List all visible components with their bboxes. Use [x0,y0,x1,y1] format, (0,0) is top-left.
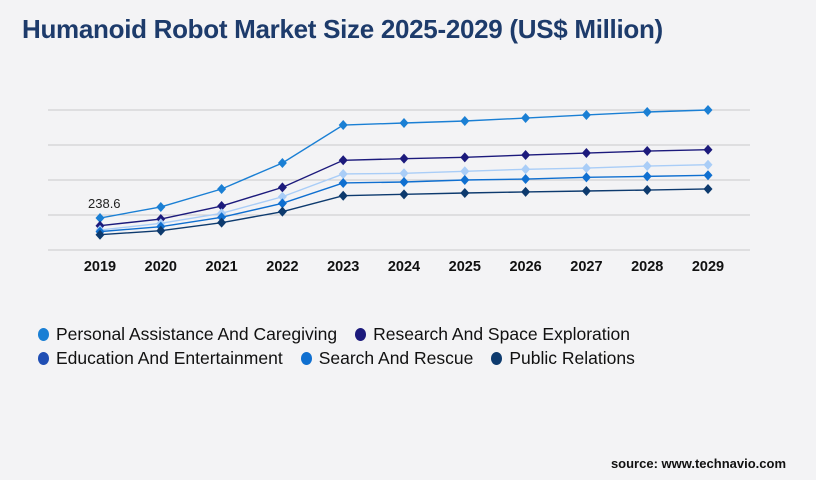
data-point [338,177,348,188]
data-point [277,198,287,209]
data-point [581,163,591,174]
legend-marker-1 [355,327,367,341]
data-point [399,177,409,188]
data-point [460,115,470,126]
legend-label: Personal Assistance And Caregiving [56,323,338,344]
data-point [460,188,470,199]
data-point [521,164,531,175]
data-point [338,190,348,201]
data-point [338,120,348,131]
data-point [642,185,652,196]
data-point [399,189,409,200]
x-tick-label: 2023 [327,259,359,275]
legend-item: Public Relations [491,347,635,369]
data-point [338,168,348,179]
data-point [399,153,409,164]
legend-item: Search And Rescue [300,347,474,369]
legend-label: Public Relations [509,347,635,368]
x-tick-label: 2019 [84,259,116,275]
data-point [703,183,713,194]
data-point [460,166,470,177]
data-point [521,174,531,185]
legend-label: Research And Space Exploration [373,323,630,344]
x-tick-label: 2021 [205,259,237,275]
legend-marker-0 [38,327,49,341]
data-point [460,152,470,163]
x-tick-label: 2027 [570,259,602,275]
data-point [156,225,166,236]
data-point [703,105,713,115]
legend-label: Education And Entertainment [56,347,283,368]
data-point [581,109,591,120]
data-point [581,148,591,159]
data-point [399,118,409,129]
data-point [217,217,227,228]
x-tick-label: 2024 [388,259,420,275]
data-point [95,213,105,224]
legend-row: Personal Assistance And Caregiving Resea… [38,322,653,346]
x-tick-label: 2028 [631,259,663,275]
data-point [703,144,713,155]
legend-label: Search And Rescue [318,347,474,368]
data-point [277,206,287,217]
data-point [217,201,227,212]
x-tick-label: 2022 [266,259,298,275]
legend-item: Research And Space Exploration [355,324,630,345]
data-point [95,229,105,240]
data-point [581,185,591,196]
x-tick-label: 2020 [145,259,177,275]
data-point [521,186,531,197]
data-point [521,150,531,161]
source-credit: source: www.technavio.com [610,456,786,471]
data-point [642,161,652,172]
data-point [642,107,652,118]
x-tick-label: 2026 [509,259,541,275]
chart-title: Humanoid Robot Market Size 2025-2029 (US… [22,14,663,44]
data-point [642,146,652,157]
legend-marker-2 [38,351,49,365]
legend-item: Education And Entertainment [38,348,283,369]
data-point [217,212,227,223]
legend-marker-4 [491,351,503,365]
data-point [277,182,287,193]
data-point [338,155,348,166]
data-point [277,157,287,168]
data-point [156,201,166,212]
data-point [703,159,713,170]
data-point [460,175,470,185]
x-tick-label: 2025 [449,259,481,275]
legend-marker-3 [300,351,312,365]
legend: Personal Assistance And Caregiving Resea… [38,322,653,370]
data-point [581,172,591,183]
data-label: 238.6 [88,196,121,211]
legend-item: Personal Assistance And Caregiving [38,324,337,345]
data-point [399,168,409,179]
data-point [277,191,287,202]
legend-row: Education And Entertainment Search And R… [38,346,653,370]
x-tick-label: 2029 [692,259,724,275]
data-point [703,170,713,181]
data-point [521,113,531,124]
data-point [642,171,652,182]
data-point [217,183,227,194]
line-chart: 2019 2020 2021 2022 2023 2024 2025 2026 2027 2028… [48,105,750,275]
